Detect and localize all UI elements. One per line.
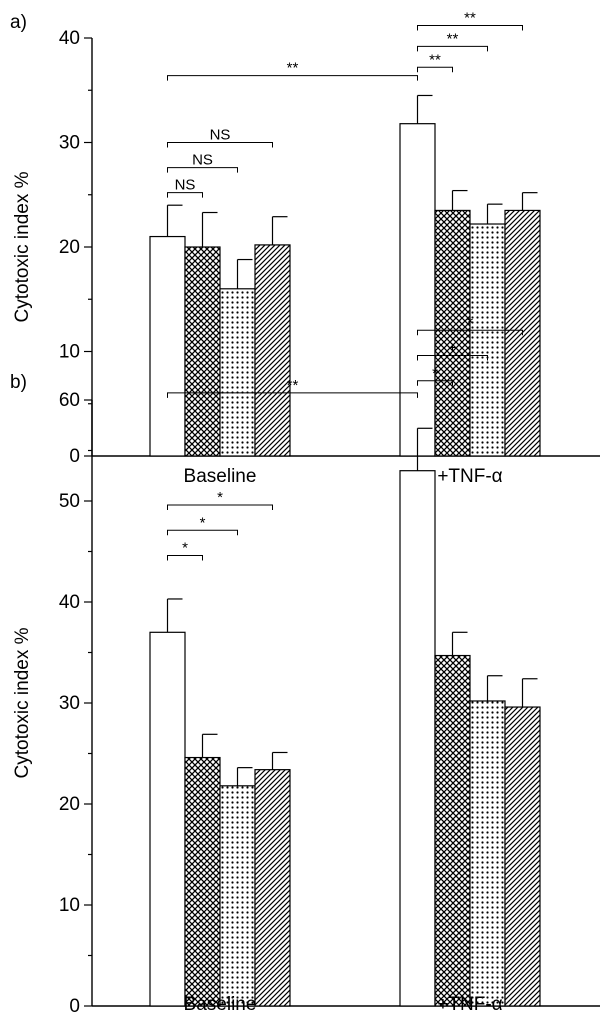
significance-label: * — [432, 365, 438, 382]
significance-label: * — [467, 314, 473, 331]
y-tick-label: 50 — [59, 491, 80, 512]
panel-a: a) Cytotoxic index % 0 10 20 30 40 Baseline +TNF… — [10, 9, 600, 487]
panel-label: a) — [10, 12, 27, 33]
bar — [254, 769, 291, 1007]
y-tick-label: 10 — [59, 342, 80, 363]
bar — [219, 288, 256, 457]
y-tick-label: 30 — [59, 693, 80, 714]
bar — [149, 235, 186, 457]
bar — [469, 700, 506, 1007]
bar — [399, 123, 436, 457]
bar — [184, 756, 221, 1007]
significance-label: ** — [464, 9, 476, 26]
bar — [254, 244, 291, 457]
bar — [434, 209, 471, 457]
significance-label: ** — [429, 51, 441, 68]
y-axis-label: Cytotoxic index % — [12, 171, 33, 322]
y-tick-label: 20 — [59, 794, 80, 815]
significance-label: * — [182, 540, 188, 557]
panel-b: b) Cytotoxic index % 0 10 20 30 40 50 60 Baseline… — [10, 314, 600, 1016]
significance-label: ** — [287, 377, 299, 394]
x-category-label: Baseline — [184, 994, 257, 1015]
bar — [184, 246, 221, 457]
significance-bracket — [167, 142, 273, 148]
significance-bracket — [167, 555, 203, 561]
bar — [504, 706, 541, 1007]
significance-bracket — [417, 380, 453, 386]
significance-bracket — [417, 355, 488, 361]
y-tick-label: 0 — [69, 996, 80, 1016]
significance-label: ** — [287, 60, 299, 77]
x-category-label: Baseline — [184, 466, 257, 487]
y-tick-label: 30 — [59, 133, 80, 154]
significance-bracket — [167, 392, 418, 398]
significance-bracket — [167, 529, 238, 536]
significance-label: NS — [175, 177, 196, 194]
panel-label: b) — [10, 372, 27, 393]
y-tick-label: 20 — [59, 237, 80, 258]
significance-label: ** — [447, 30, 459, 47]
bar — [149, 631, 186, 1007]
significance-bracket — [167, 167, 238, 173]
significance-label: * — [217, 489, 223, 506]
x-category-label: +TNF-α — [437, 994, 502, 1015]
significance-label: NS — [192, 152, 213, 169]
significance-bracket — [167, 75, 418, 81]
significance-bracket — [167, 504, 273, 511]
y-axis-label: Cytotoxic index % — [12, 627, 33, 778]
bar — [219, 785, 256, 1007]
y-tick-label: 0 — [69, 446, 80, 467]
significance-bracket — [417, 45, 488, 52]
y-tick-label: 40 — [59, 28, 80, 49]
significance-label: NS — [210, 127, 231, 144]
significance-bracket — [167, 192, 203, 198]
y-tick-label: 40 — [59, 592, 80, 613]
significance-bracket — [417, 66, 453, 73]
x-category-label: +TNF-α — [437, 466, 502, 487]
bar — [469, 223, 506, 457]
significance-bracket — [417, 329, 523, 336]
significance-label: * — [200, 514, 206, 531]
bar — [399, 470, 436, 1007]
bar — [434, 654, 471, 1007]
y-tick-label: 60 — [59, 390, 80, 411]
significance-bracket — [417, 24, 523, 31]
y-tick-label: 10 — [59, 895, 80, 916]
significance-label: + — [448, 340, 457, 357]
